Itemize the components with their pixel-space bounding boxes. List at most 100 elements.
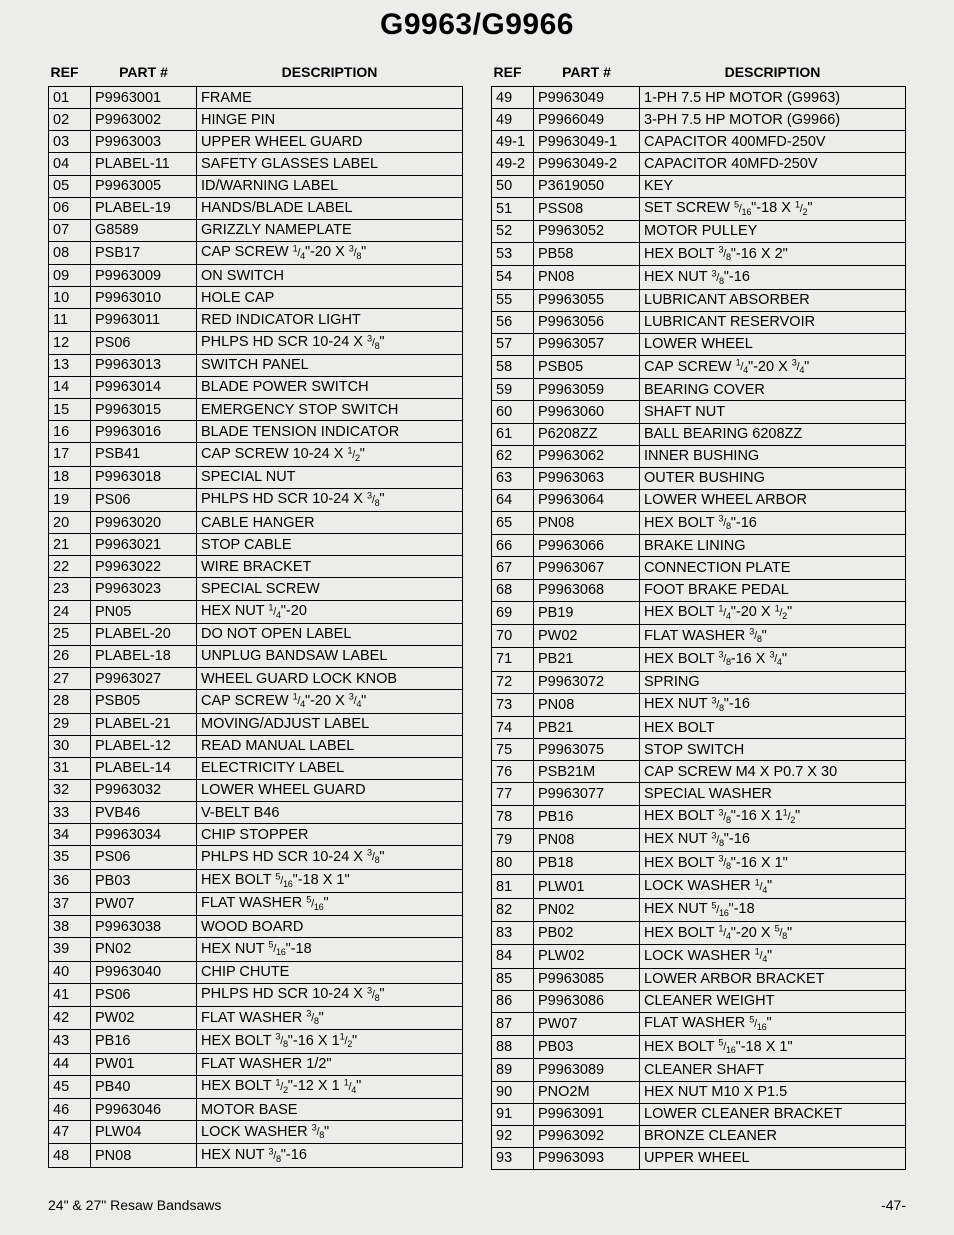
cell-ref: 80 [492,852,534,875]
cell-ref: 92 [492,1125,534,1147]
cell-ref: 93 [492,1147,534,1169]
cell-ref: 41 [49,983,91,1006]
cell-ref: 29 [49,713,91,735]
cell-desc: HEX NUT 3/8"-16 [197,1144,463,1167]
table-row: 07G8589GRIZZLY NAMEPLATE [49,219,463,241]
cell-part: PLABEL-12 [91,735,197,757]
cell-desc: HEX NUT 3/8"-16 [640,266,906,289]
cell-part: P9963009 [91,265,197,287]
cell-desc: CONNECTION PLATE [640,557,906,579]
cell-desc: SAFETY GLASSES LABEL [197,153,463,175]
cell-ref: 47 [49,1121,91,1144]
cell-part: PS06 [91,488,197,511]
cell-desc: HEX NUT 3/8"-16 [640,828,906,851]
header-row: REF PART # DESCRIPTION [492,60,906,87]
cell-part: PB16 [534,805,640,828]
cell-ref: 40 [49,961,91,983]
cell-ref: 03 [49,131,91,153]
table-row: 47PLW04LOCK WASHER 3/8" [49,1121,463,1144]
cell-desc: SPECIAL NUT [197,466,463,488]
cell-ref: 52 [492,220,534,242]
table-row: 32P9963032LOWER WHEEL GUARD [49,779,463,801]
cell-ref: 13 [49,354,91,376]
cell-desc: UNPLUG BANDSAW LABEL [197,645,463,667]
header-desc: DESCRIPTION [197,60,463,87]
cell-ref: 08 [49,241,91,264]
cell-desc: MOVING/ADJUST LABEL [197,713,463,735]
cell-part: P9963059 [534,379,640,401]
cell-desc: HEX BOLT [640,717,906,739]
cell-part: P9963057 [534,333,640,355]
table-row: 92P9963092BRONZE CLEANER [492,1125,906,1147]
table-row: 76PSB21MCAP SCREW M4 X P0.7 X 30 [492,761,906,783]
cell-part: P3619050 [534,175,640,197]
cell-ref: 74 [492,717,534,739]
cell-ref: 45 [49,1075,91,1098]
cell-ref: 43 [49,1030,91,1053]
table-row: 06PLABEL-19HANDS/BLADE LABEL [49,197,463,219]
cell-ref: 22 [49,556,91,578]
cell-part: P9963062 [534,445,640,467]
cell-ref: 30 [49,735,91,757]
cell-desc: LUBRICANT ABSORBER [640,289,906,311]
table-row: 60P9963060SHAFT NUT [492,401,906,423]
cell-desc: FLAT WASHER 5/16" [197,892,463,915]
table-row: 01P9963001FRAME [49,87,463,109]
table-row: 16P9963016BLADE TENSION INDICATOR [49,421,463,443]
cell-part: P9963089 [534,1059,640,1081]
cell-desc: HEX BOLT 5/16"-18 X 1" [197,869,463,892]
cell-desc: SPRING [640,671,906,693]
table-row: 83PB02HEX BOLT 1/4"-20 X 5/8" [492,922,906,945]
cell-desc: LOCK WASHER 1/4" [640,875,906,898]
cell-ref: 16 [49,421,91,443]
cell-part: PN08 [534,512,640,535]
cell-part: P9963002 [91,109,197,131]
table-row: 08PSB17CAP SCREW 1/4"-20 X 3/8" [49,241,463,264]
table-row: 37PW07FLAT WASHER 5/16" [49,892,463,915]
cell-desc: HEX BOLT 3/8-16 X 3/4" [640,648,906,671]
cell-desc: LOWER WHEEL GUARD [197,779,463,801]
cell-part: P9963005 [91,175,197,197]
table-row: 73PN08HEX NUT 3/8"-16 [492,693,906,716]
table-row: 62P9963062INNER BUSHING [492,445,906,467]
cell-ref: 25 [49,623,91,645]
cell-part: PB21 [534,648,640,671]
cell-ref: 23 [49,578,91,600]
cell-desc: PHLPS HD SCR 10-24 X 3/8" [197,331,463,354]
cell-part: PW07 [534,1012,640,1035]
cell-desc: PHLPS HD SCR 10-24 X 3/8" [197,983,463,1006]
cell-part: P9963013 [91,354,197,376]
table-row: 15P9963015EMERGENCY STOP SWITCH [49,399,463,421]
cell-ref: 60 [492,401,534,423]
table-row: 30PLABEL-12READ MANUAL LABEL [49,735,463,757]
cell-desc: HANDS/BLADE LABEL [197,197,463,219]
cell-ref: 56 [492,311,534,333]
cell-desc: SHAFT NUT [640,401,906,423]
table-row: 55P9963055LUBRICANT ABSORBER [492,289,906,311]
cell-ref: 09 [49,265,91,287]
cell-desc: WOOD BOARD [197,916,463,938]
cell-ref: 63 [492,467,534,489]
cell-desc: BRAKE LINING [640,535,906,557]
cell-desc: FRAME [197,87,463,109]
cell-part: P9963032 [91,779,197,801]
table-row: 85P9963085LOWER ARBOR BRACKET [492,968,906,990]
cell-ref: 51 [492,197,534,220]
cell-desc: HEX BOLT 3/8"-16 [640,512,906,535]
cell-ref: 89 [492,1059,534,1081]
cell-desc: ON SWITCH [197,265,463,287]
cell-ref: 68 [492,579,534,601]
cell-desc: MOTOR PULLEY [640,220,906,242]
cell-desc: HEX BOLT 1/4"-20 X 1/2" [640,601,906,624]
cell-part: PSB05 [91,690,197,713]
table-row: 21P9963021STOP CABLE [49,534,463,556]
cell-ref: 54 [492,266,534,289]
cell-ref: 31 [49,757,91,779]
cell-ref: 14 [49,376,91,398]
cell-part: P9963049-1 [534,131,640,153]
cell-desc: LOCK WASHER 1/4" [640,945,906,968]
cell-part: P9963049-2 [534,153,640,175]
cell-ref: 61 [492,423,534,445]
cell-part: P9963067 [534,557,640,579]
cell-ref: 11 [49,309,91,331]
